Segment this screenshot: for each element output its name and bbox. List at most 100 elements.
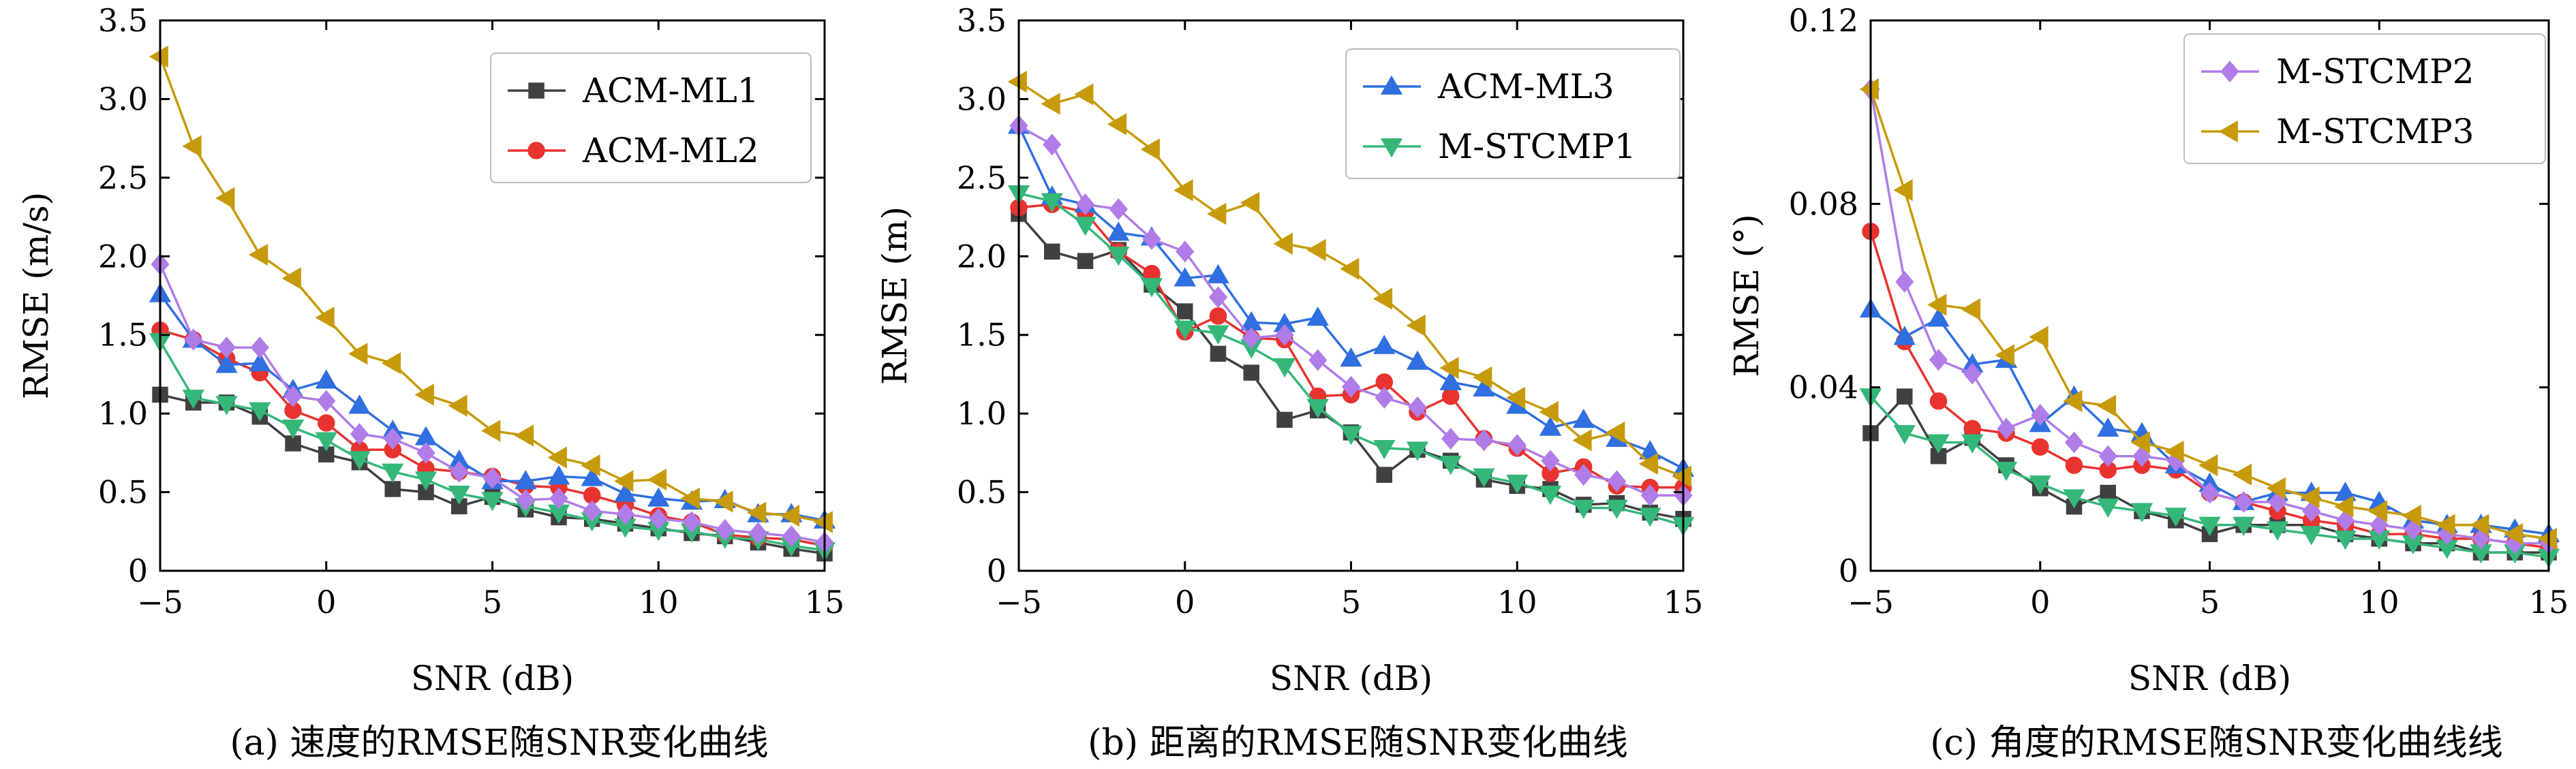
data-point-acm-ml1 xyxy=(1077,253,1094,269)
data-point-m-stcmp3 xyxy=(1373,287,1393,310)
data-point-m-stcmp3 xyxy=(1672,465,1691,488)
series-acm-ml2 xyxy=(1862,222,2558,557)
data-point-m-stcmp1 xyxy=(1174,320,1196,340)
data-point-acm-ml3 xyxy=(1927,307,1950,327)
data-point-m-stcmp3 xyxy=(1340,257,1360,280)
data-point-m-stcmp2 xyxy=(1308,349,1328,371)
y-tick-label: 0 xyxy=(1839,552,1858,589)
data-point-m-stcmp3 xyxy=(813,511,833,533)
series-acm-ml2 xyxy=(1010,195,1692,497)
data-point-m-stcmp3 xyxy=(2063,390,2083,413)
series-acm-ml3 xyxy=(1859,298,2560,543)
data-point-m-stcmp3 xyxy=(1505,386,1526,409)
y-tick-label: 0.08 xyxy=(1789,185,1858,222)
y-tick-label: 3.5 xyxy=(957,2,1007,39)
y-tick-label: 1.0 xyxy=(98,395,148,432)
data-point-m-stcmp3 xyxy=(448,394,467,417)
x-tick-label: −5 xyxy=(137,584,183,621)
data-point-m-stcmp2 xyxy=(1541,450,1560,472)
data-point-acm-ml3 xyxy=(1893,326,1916,345)
data-point-m-stcmp3 xyxy=(1572,429,1592,452)
data-point-m-stcmp3 xyxy=(647,468,667,491)
legend-label: M-STCMP2 xyxy=(2276,52,2474,91)
data-point-m-stcmp3 xyxy=(182,135,202,157)
data-point-m-stcmp2 xyxy=(1895,270,1914,293)
legend-box xyxy=(2183,33,2546,164)
data-point-m-stcmp3 xyxy=(1207,202,1227,225)
data-point-m-stcmp3 xyxy=(1995,344,2014,366)
data-point-m-stcmp2 xyxy=(350,423,369,445)
data-point-m-stcmp1 xyxy=(281,420,305,439)
data-point-m-stcmp2 xyxy=(516,489,535,512)
y-tick-label: 0 xyxy=(128,552,148,589)
data-point-m-stcmp3 xyxy=(315,307,335,329)
data-point-m-stcmp1 xyxy=(1961,434,1984,454)
data-point-m-stcmp1 xyxy=(1539,485,1562,505)
data-point-acm-ml1 xyxy=(1276,411,1293,428)
data-point-acm-ml1 xyxy=(1897,388,1913,405)
data-point-m-stcmp3 xyxy=(780,505,800,527)
data-point-acm-ml1 xyxy=(1376,467,1392,483)
y-axis-label: RMSE (m) xyxy=(875,206,915,385)
x-tick-label: 0 xyxy=(2030,584,2050,621)
legend-swatch-marker xyxy=(2218,120,2238,143)
data-point-m-stcmp1 xyxy=(1439,456,1462,475)
data-point-m-stcmp3 xyxy=(2402,505,2421,527)
data-point-m-stcmp1 xyxy=(1506,474,1529,495)
y-tick-label: 2.5 xyxy=(957,159,1007,196)
data-point-m-stcmp1 xyxy=(1995,461,2018,482)
y-tick-label: 3.0 xyxy=(98,80,148,117)
data-point-m-stcmp3 xyxy=(1174,179,1193,202)
data-point-m-stcmp3 xyxy=(1140,138,1160,161)
data-point-m-stcmp2 xyxy=(2031,404,2050,426)
data-point-m-stcmp3 xyxy=(680,487,700,509)
data-point-m-stcmp2 xyxy=(2234,490,2253,514)
series-m-stcmp3 xyxy=(1859,78,2557,550)
data-point-m-stcmp2 xyxy=(1176,240,1195,263)
series-m-stcmp2 xyxy=(1861,78,2558,554)
data-point-m-stcmp3 xyxy=(1306,238,1326,262)
data-point-m-stcmp2 xyxy=(2132,445,2151,467)
data-point-m-stcmp3 xyxy=(348,343,368,365)
chart-caption: (b) 距离的RMSE随SNR变化曲线 xyxy=(1088,723,1628,764)
data-point-m-stcmp1 xyxy=(1406,441,1429,461)
data-point-m-stcmp2 xyxy=(1341,375,1361,398)
legend-entry-m-stcmp2: M-STCMP2 xyxy=(2201,52,2474,91)
data-point-m-stcmp2 xyxy=(1408,396,1427,418)
x-tick-label: 10 xyxy=(1497,584,1537,621)
data-point-m-stcmp2 xyxy=(1109,198,1128,221)
data-point-acm-ml3 xyxy=(581,467,603,486)
data-point-m-stcmp2 xyxy=(1997,418,2016,440)
data-point-m-stcmp3 xyxy=(614,470,634,492)
x-tick-label: 0 xyxy=(316,584,336,621)
data-point-m-stcmp3 xyxy=(281,267,301,289)
data-point-m-stcmp3 xyxy=(2334,495,2354,518)
data-point-m-stcmp3 xyxy=(1439,357,1459,379)
data-point-m-stcmp3 xyxy=(1638,452,1659,475)
data-point-m-stcmp1 xyxy=(1340,426,1362,445)
data-point-acm-ml3 xyxy=(1373,334,1396,354)
x-axis-label: SNR (dB) xyxy=(1270,659,1432,698)
data-point-m-stcmp3 xyxy=(1240,191,1260,214)
data-point-acm-ml1 xyxy=(1210,345,1227,362)
data-point-m-stcmp2 xyxy=(2098,445,2117,467)
data-point-acm-ml3 xyxy=(1439,371,1462,390)
series-m-stcmp2 xyxy=(1009,114,1693,507)
x-axis-label: SNR (dB) xyxy=(411,659,574,698)
data-point-m-stcmp2 xyxy=(1375,387,1394,409)
data-point-acm-ml3 xyxy=(1340,347,1362,367)
x-tick-label: −5 xyxy=(996,584,1042,621)
data-point-m-stcmp3 xyxy=(1961,298,1981,321)
data-point-acm-ml3 xyxy=(1473,377,1495,397)
data-point-m-stcmp2 xyxy=(184,328,203,351)
data-point-m-stcmp3 xyxy=(1007,70,1027,93)
series-m-stcmp3 xyxy=(1007,70,1691,488)
data-point-m-stcmp2 xyxy=(748,522,768,544)
y-tick-label: 1.5 xyxy=(957,317,1007,354)
series-m-stcmp1 xyxy=(1007,185,1695,537)
x-axis-label: SNR (dB) xyxy=(2128,659,2291,698)
y-tick-label: 2.5 xyxy=(98,159,148,196)
data-point-m-stcmp1 xyxy=(348,451,371,471)
